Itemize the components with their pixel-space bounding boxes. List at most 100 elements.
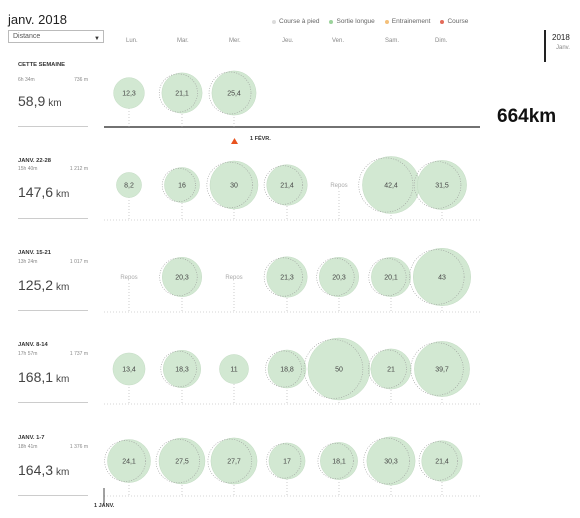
activity-distance: 27,5 bbox=[175, 459, 189, 466]
activity-distance: 21,3 bbox=[280, 275, 294, 282]
legend-item: Sortie longue bbox=[329, 18, 375, 25]
year-label[interactable]: 2018 bbox=[552, 33, 570, 42]
metric-select[interactable]: Distance ▼ bbox=[8, 30, 104, 43]
activity-bubble[interactable] bbox=[161, 256, 203, 298]
activity-outline bbox=[155, 438, 201, 484]
activity-outline bbox=[158, 73, 198, 113]
week-time: 15h 40m bbox=[18, 166, 38, 172]
activity-bubble[interactable] bbox=[210, 437, 258, 485]
week-distance: 125,2 km bbox=[18, 277, 69, 293]
legend-item: Course bbox=[440, 18, 468, 25]
week-time: 6h 34m bbox=[18, 77, 35, 83]
activity-bubble[interactable] bbox=[320, 442, 358, 480]
week-km: 58,9 bbox=[18, 93, 46, 109]
activity-outline bbox=[159, 257, 198, 297]
activity-bubble[interactable] bbox=[413, 248, 471, 306]
week-stats: 6h 34m 736 m bbox=[18, 77, 88, 83]
week-elevation: 1 737 m bbox=[69, 351, 88, 357]
activity-distance: 31,5 bbox=[435, 183, 449, 190]
activity-distance: 21 bbox=[387, 367, 395, 374]
activity-bubble[interactable] bbox=[112, 352, 146, 386]
week-time: 18h 41m bbox=[18, 444, 38, 450]
activity-bubble[interactable] bbox=[366, 436, 416, 486]
activity-distance: 43 bbox=[438, 275, 446, 282]
week-label: JANV. 15-21 bbox=[18, 250, 51, 256]
activity-bubble[interactable] bbox=[158, 437, 206, 485]
week-distance: 147,6 km bbox=[18, 184, 69, 200]
activity-outline bbox=[410, 342, 464, 396]
legend-dot bbox=[384, 19, 389, 24]
activity-distance: 12,3 bbox=[122, 91, 136, 98]
activity-bubble[interactable] bbox=[371, 257, 411, 297]
activity-outline bbox=[367, 349, 407, 389]
activity-outline bbox=[206, 161, 253, 209]
activity-distance: 18,3 bbox=[175, 367, 189, 374]
activity-distance: 16 bbox=[178, 183, 186, 190]
activity-bubble[interactable] bbox=[211, 70, 257, 116]
day-header: Ven. bbox=[332, 38, 345, 44]
activity-bubble[interactable] bbox=[307, 337, 371, 401]
activity-bubble[interactable] bbox=[209, 160, 259, 210]
week-label: JANV. 8-14 bbox=[18, 342, 48, 348]
month-marker-jan: 1 JANV. bbox=[94, 503, 115, 509]
activity-bubble[interactable] bbox=[116, 172, 142, 198]
week-unit: km bbox=[48, 98, 62, 109]
week-km: 164,3 bbox=[18, 462, 54, 478]
activity-outline bbox=[208, 71, 252, 115]
legend-dot bbox=[272, 19, 276, 24]
day-header: Jeu. bbox=[282, 38, 294, 44]
activity-distance: 27,7 bbox=[227, 459, 241, 466]
activity-outline bbox=[207, 438, 253, 484]
activity-outline bbox=[266, 443, 302, 479]
divider bbox=[18, 402, 88, 403]
legend-item: Entrainement bbox=[384, 18, 430, 25]
page-title: janv. 2018 bbox=[8, 12, 68, 27]
activity-distance: 21,4 bbox=[280, 183, 294, 190]
activity-distance: 50 bbox=[335, 367, 343, 374]
activity-bubble[interactable] bbox=[267, 349, 307, 389]
activity-distance: 21,4 bbox=[435, 459, 449, 466]
legend: Course à pied Sortie longue Entrainement… bbox=[272, 18, 468, 25]
week-unit: km bbox=[56, 374, 70, 385]
legend-item: Course à pied bbox=[272, 18, 319, 25]
week-km: 147,6 bbox=[18, 184, 54, 200]
chevron-down-icon: ▼ bbox=[94, 36, 100, 42]
activity-distance: 24,1 bbox=[122, 459, 136, 466]
activity-outline bbox=[303, 339, 364, 399]
week-distance: 58,9 km bbox=[18, 93, 62, 109]
activity-outline bbox=[265, 350, 302, 388]
activity-bubble[interactable] bbox=[370, 348, 412, 390]
month-label[interactable]: Janv. bbox=[556, 45, 570, 51]
year-nav[interactable]: 2018 Janv. bbox=[544, 30, 576, 62]
rest-day-label: Repos bbox=[225, 275, 242, 281]
legend-label: Course à pied bbox=[279, 18, 320, 25]
activity-bubble[interactable] bbox=[113, 77, 145, 109]
week-label: CETTE SEMAINE bbox=[18, 62, 66, 68]
activity-bubble[interactable] bbox=[219, 354, 249, 384]
activity-outline bbox=[409, 249, 465, 305]
activity-outline bbox=[418, 441, 458, 481]
activity-bubble[interactable] bbox=[417, 160, 467, 210]
activity-distance: 17 bbox=[283, 459, 291, 466]
week-distance: 164,3 km bbox=[18, 462, 69, 478]
legend-label: Course bbox=[447, 18, 469, 25]
month-marker-feb: 1 FÉVR. bbox=[250, 136, 271, 142]
activity-distance: 20,3 bbox=[175, 275, 189, 282]
week-stats: 17h 57m 1 737 m bbox=[18, 351, 88, 357]
week-time: 17h 57m bbox=[18, 351, 38, 357]
activity-bubble[interactable] bbox=[414, 341, 470, 397]
week-label: JANV. 22-28 bbox=[18, 158, 51, 164]
activity-bubble[interactable] bbox=[268, 442, 306, 480]
week-stats: 18h 41m 1 376 m bbox=[18, 444, 88, 450]
activity-bubble[interactable] bbox=[266, 164, 308, 206]
activity-bubble[interactable] bbox=[164, 167, 200, 203]
activity-bubble[interactable] bbox=[107, 439, 151, 483]
activity-bubble[interactable] bbox=[318, 256, 360, 298]
activity-bubble[interactable] bbox=[266, 256, 308, 298]
day-header: Mer. bbox=[229, 38, 241, 44]
activity-bubble[interactable] bbox=[421, 440, 463, 482]
activity-bubble[interactable] bbox=[161, 72, 203, 114]
legend-label: Sortie longue bbox=[336, 18, 375, 25]
activity-bubble[interactable] bbox=[162, 349, 202, 389]
legend-dot bbox=[329, 19, 334, 24]
